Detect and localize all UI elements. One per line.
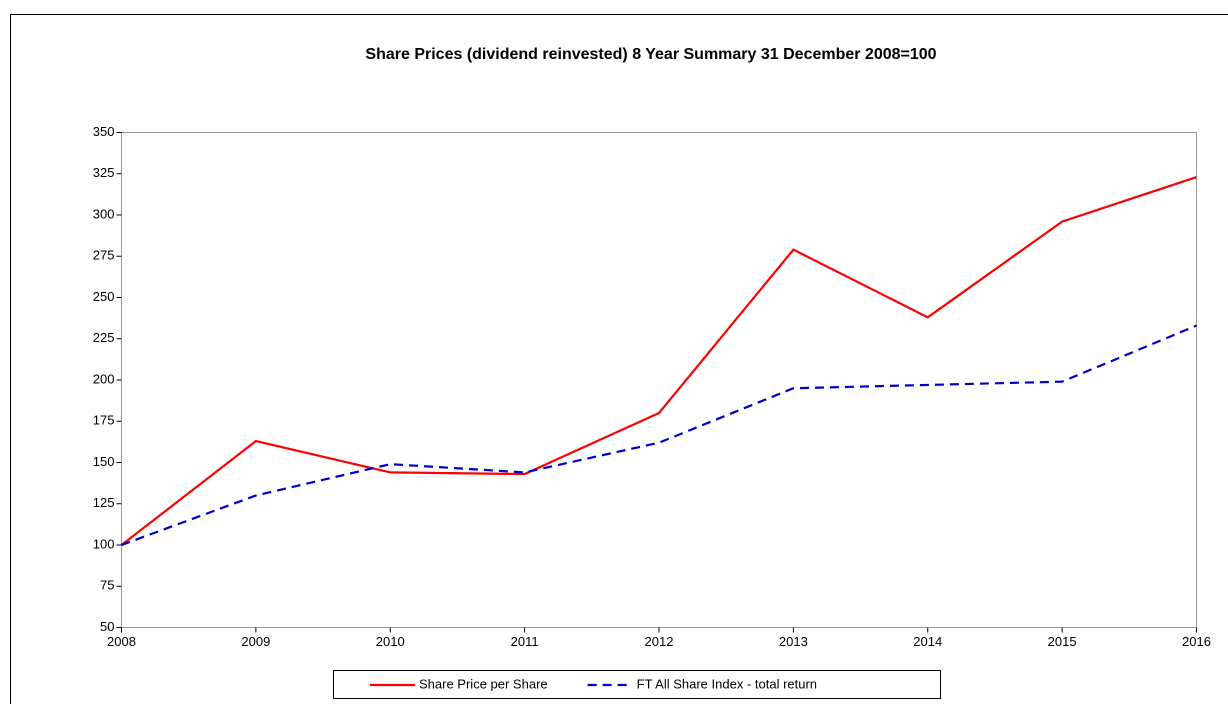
- y-tick-label: 250: [93, 289, 115, 304]
- chart-title: Share Prices (dividend reinvested) 8 Yea…: [365, 46, 936, 63]
- y-tick-label: 75: [100, 578, 114, 593]
- x-tick-label: 2008: [107, 634, 136, 649]
- x-tick-label: 2015: [1048, 634, 1077, 649]
- series-line: [121, 324, 1197, 547]
- y-tick-label: 275: [93, 248, 115, 263]
- y-tick-label: 150: [93, 454, 115, 469]
- y-tick-label: 100: [93, 536, 115, 551]
- y-tick-label: 175: [93, 413, 115, 428]
- x-tick-label: 2009: [241, 634, 270, 649]
- legend-label: FT All Share Index - total return: [637, 676, 817, 691]
- series-line: [120, 176, 1197, 546]
- y-tick-label: 300: [93, 206, 115, 221]
- x-tick-label: 2011: [511, 634, 539, 649]
- x-tick-label: 2016: [1182, 634, 1211, 649]
- legend-label: Share Price per Share: [419, 676, 548, 691]
- legend-box: [333, 670, 941, 699]
- y-tick-label: 125: [93, 495, 115, 510]
- y-tick-label: 200: [93, 371, 115, 386]
- y-tick-label: 225: [93, 330, 115, 345]
- y-tick-label: 325: [93, 165, 115, 180]
- y-tick-label: 350: [93, 124, 115, 139]
- x-tick-label: 2010: [376, 634, 405, 649]
- chart-frame: [10, 14, 1228, 704]
- x-tick-label: 2014: [913, 634, 942, 649]
- x-tick-label: 2013: [779, 634, 808, 649]
- x-tick-label: 2012: [645, 634, 674, 649]
- y-tick-label: 50: [100, 619, 114, 634]
